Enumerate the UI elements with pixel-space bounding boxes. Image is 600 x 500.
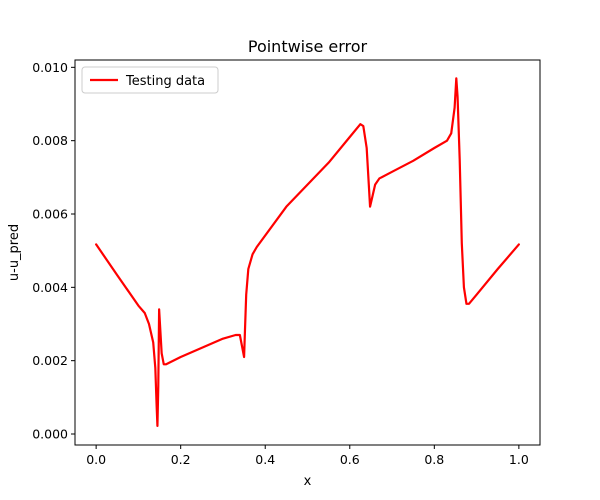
x-tick-label: 0.8 [424,452,444,467]
axes-frame [74,59,541,446]
y-tick-label: 0.002 [32,353,68,368]
x-tick-label: 0.2 [171,452,191,467]
x-tick-label: 0.4 [255,452,275,467]
legend: Testing data [81,66,219,94]
y-tick-label: 0.006 [32,207,68,222]
legend-label: Testing data [125,74,205,89]
y-tick-label: 0.004 [32,280,68,295]
y-tick-label: 0.010 [32,60,68,75]
y-tick-label: 0.008 [32,133,68,148]
plot-layer: 0.0 0.2 0.4 0.6 0.8 1.0 0.000 0.002 0.004 0.006 0.… [32,59,541,467]
y-axis-label: u-u_pred [7,224,22,281]
x-tick-label: 1.0 [509,452,529,467]
x-tick-label: 0.0 [86,452,106,467]
y-tick-label: 0.000 [32,427,68,442]
chart-title: Pointwise error [248,37,368,56]
series-line-0 [95,77,520,428]
x-tick-label: 0.6 [340,452,360,467]
x-axis-label: x [304,474,312,489]
legend-box [81,66,219,94]
